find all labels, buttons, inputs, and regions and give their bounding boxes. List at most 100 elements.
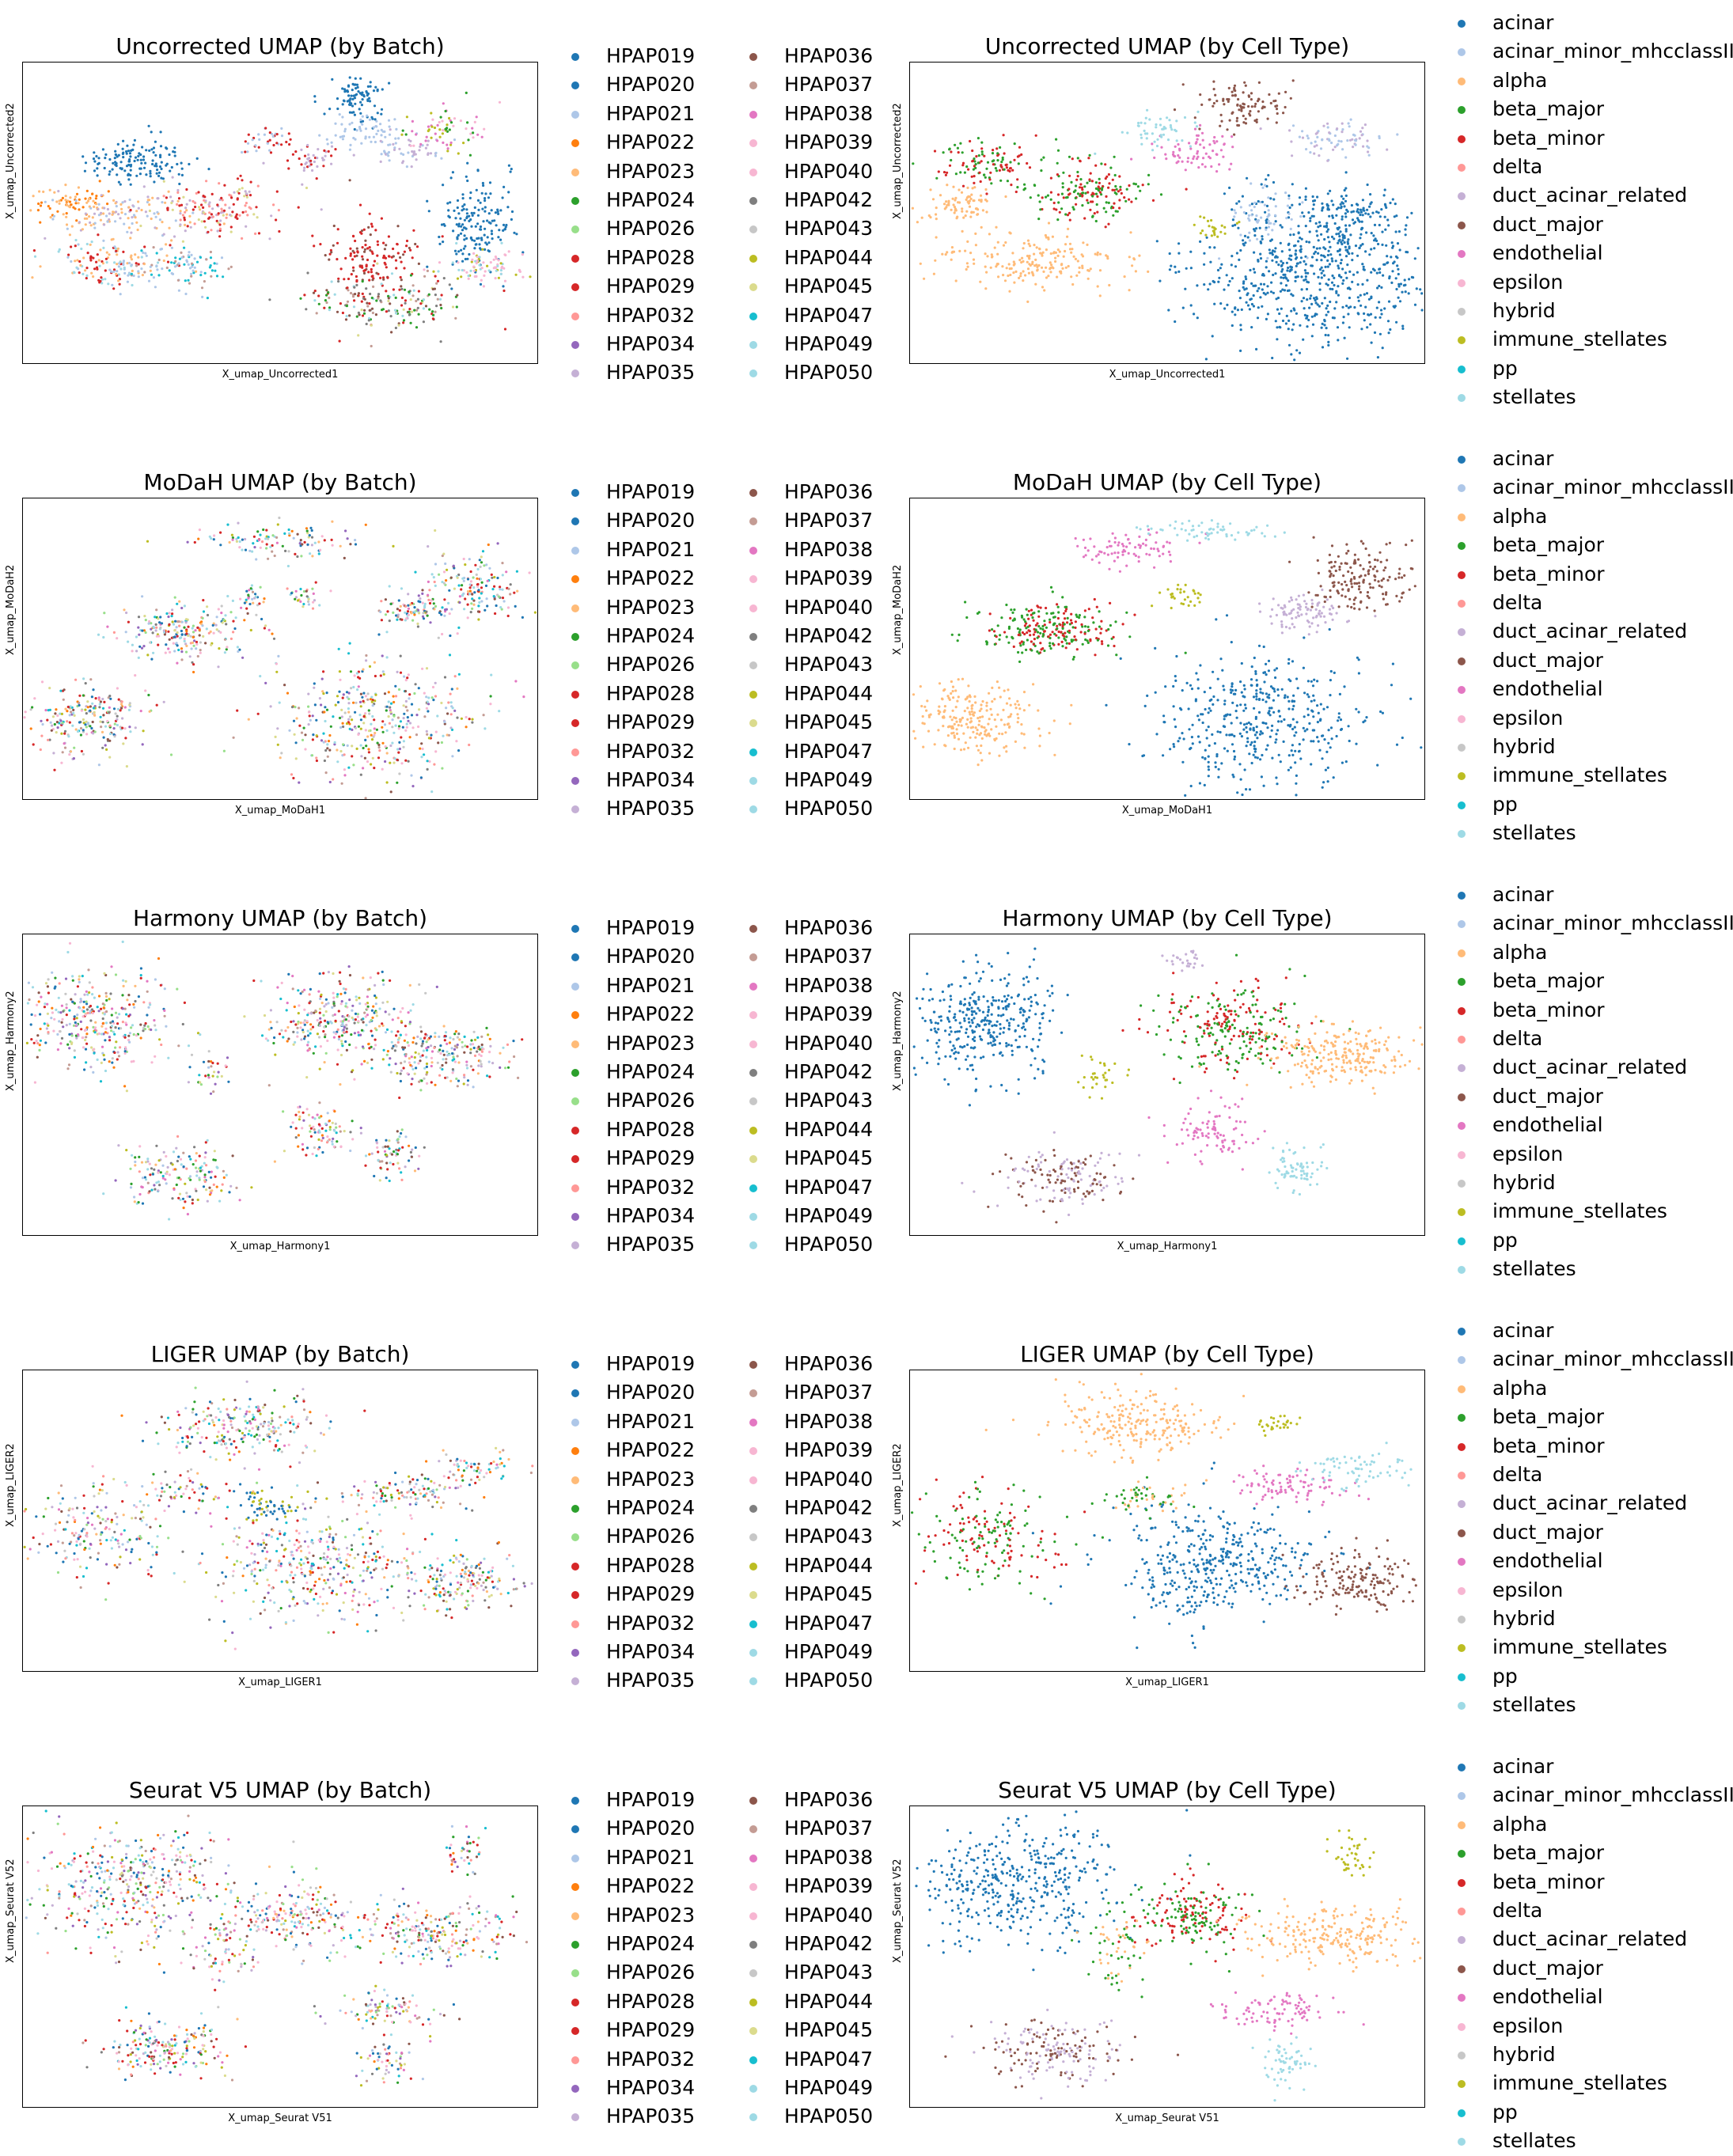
data-point	[1377, 242, 1380, 246]
data-point	[1017, 162, 1020, 165]
data-point	[154, 629, 157, 632]
data-point	[113, 245, 116, 248]
data-point	[39, 265, 42, 268]
data-point	[1280, 225, 1284, 229]
data-point	[108, 695, 112, 698]
data-point	[474, 563, 477, 566]
data-point	[954, 172, 958, 176]
data-point	[66, 227, 69, 230]
data-point	[97, 214, 100, 217]
data-point	[347, 707, 350, 710]
data-point	[1239, 349, 1242, 352]
data-point	[402, 153, 405, 156]
data-point	[1238, 200, 1241, 203]
legend-label: HPAP050	[784, 361, 874, 385]
data-point	[248, 190, 251, 193]
data-point	[33, 697, 36, 700]
data-point	[168, 638, 171, 641]
data-point	[141, 595, 144, 598]
data-point	[381, 88, 384, 91]
data-point	[1413, 303, 1417, 306]
data-point	[385, 709, 388, 712]
data-point	[1231, 310, 1234, 313]
data-point	[1318, 268, 1322, 271]
data-point	[103, 166, 106, 170]
legend-marker	[571, 110, 579, 119]
data-point	[424, 305, 428, 308]
data-point	[1235, 119, 1238, 123]
data-point	[139, 224, 142, 228]
data-point	[946, 251, 949, 254]
data-point	[1280, 282, 1283, 285]
data-point	[1323, 324, 1326, 327]
data-point	[468, 153, 472, 157]
data-point	[159, 616, 162, 619]
data-point	[226, 213, 229, 216]
data-point	[432, 699, 435, 702]
data-point	[292, 536, 295, 540]
data-point	[123, 213, 127, 216]
data-point	[183, 626, 186, 629]
data-point	[218, 223, 222, 226]
data-point	[477, 208, 480, 211]
data-point	[262, 601, 265, 604]
data-point	[251, 590, 255, 593]
data-point	[1094, 187, 1098, 190]
data-point	[127, 261, 131, 265]
data-point	[1057, 201, 1060, 204]
data-point	[76, 259, 79, 262]
data-point	[1331, 287, 1334, 291]
data-point	[929, 216, 932, 219]
data-point	[1387, 332, 1390, 335]
data-point	[1186, 160, 1189, 163]
data-point	[464, 244, 467, 248]
legend-marker	[571, 312, 579, 320]
data-point	[1098, 187, 1102, 190]
data-point	[247, 593, 250, 597]
point-cluster	[82, 124, 210, 186]
data-point	[152, 651, 155, 654]
data-point	[427, 580, 430, 583]
data-point	[205, 258, 208, 261]
legend-label: endothelial	[1492, 241, 1603, 265]
data-point	[180, 256, 184, 259]
data-point	[403, 250, 406, 253]
data-point	[487, 269, 491, 272]
data-point	[1298, 196, 1302, 199]
data-point	[137, 656, 140, 659]
data-point	[1274, 192, 1277, 195]
data-point	[1072, 255, 1075, 258]
data-point	[434, 695, 438, 698]
data-point	[1255, 214, 1258, 218]
data-point	[1212, 88, 1215, 91]
data-point	[117, 279, 120, 282]
data-point	[315, 759, 318, 763]
data-point	[1292, 307, 1295, 310]
data-point	[1407, 292, 1410, 295]
data-point	[364, 738, 367, 741]
data-point	[423, 602, 427, 605]
data-point	[410, 165, 413, 169]
data-point	[1378, 316, 1382, 319]
legend-marker	[1458, 106, 1466, 115]
data-point	[1342, 316, 1345, 319]
data-point	[1081, 264, 1084, 267]
data-point	[951, 197, 954, 200]
data-point	[346, 89, 349, 93]
data-point	[489, 261, 492, 264]
data-point	[287, 532, 291, 535]
data-point	[985, 210, 988, 214]
point-cluster	[222, 633, 525, 799]
data-point	[399, 604, 402, 608]
data-point	[1208, 246, 1212, 249]
data-point	[222, 618, 226, 622]
data-point	[1230, 162, 1233, 165]
data-point	[94, 197, 97, 200]
data-point	[85, 726, 88, 729]
data-point	[1271, 229, 1274, 232]
data-point	[1301, 130, 1304, 133]
data-point	[360, 104, 363, 107]
legend-marker	[1458, 221, 1466, 229]
data-point	[1342, 197, 1345, 200]
legend-label: HPAP042	[784, 624, 874, 647]
